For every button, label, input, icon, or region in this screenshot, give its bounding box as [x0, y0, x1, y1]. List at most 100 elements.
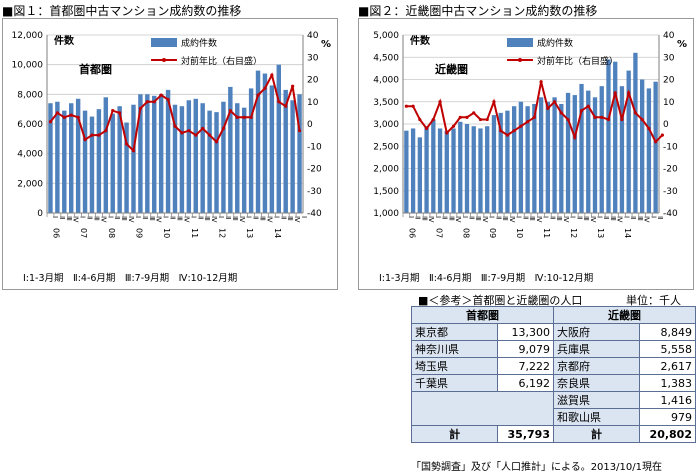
yoy-point [620, 117, 624, 122]
yoy-point [566, 117, 570, 122]
yoy-point [418, 117, 422, 122]
yoy-point [546, 106, 550, 111]
table-total-row: 計 35,793 計 20,802 [410, 425, 696, 443]
bar [586, 90, 591, 213]
quarter-tick-label: Ⅲ [92, 216, 100, 221]
yoy-point [526, 120, 530, 124]
row-right-value: 2,617 [639, 357, 696, 375]
right-tick-label: 0 [307, 120, 313, 130]
quarter-tick-label: Ⅲ [636, 216, 644, 221]
quarter-tick-label: Ⅱ [602, 216, 610, 219]
bar [505, 110, 510, 213]
left-tick-label: 12,000 [12, 31, 44, 41]
bar [69, 103, 74, 213]
yoy-point [69, 113, 73, 117]
header-kinki: 近畿圏 [552, 306, 696, 324]
bar [276, 64, 281, 213]
yoy-point [270, 73, 274, 77]
bar [646, 88, 652, 213]
left-tick-label: 1,000 [373, 209, 399, 219]
header-shutoken: 首都圏 [411, 306, 554, 324]
row-left-value: 13,300 [497, 323, 554, 341]
yoy-point [512, 129, 516, 133]
yoy-point [284, 104, 288, 108]
yoy-point [424, 126, 429, 131]
chart2-title: ■図２：近畿圏中古マンション成約数の推移 [358, 4, 598, 18]
yoy-point [445, 131, 449, 135]
quarter-tick-label: Ⅱ [414, 216, 422, 219]
yoy-point [235, 115, 239, 119]
quarter-tick-label: Ⅲ [120, 216, 128, 221]
table-row: 東京都 13,300 大阪府 8,849 [410, 323, 696, 341]
yoy-point [472, 111, 476, 115]
year-tick-label: 11 [542, 228, 551, 238]
yoy-point [579, 109, 584, 113]
quarter-tick-label: Ⅰ [79, 216, 87, 218]
yoy-point [613, 91, 617, 95]
yoy-point [458, 115, 462, 119]
table-row: 滋賀県 1,416 [411, 391, 696, 426]
quarter-tick-label: Ⅳ [508, 216, 516, 223]
chart1-title: ■図１：首都圏中古マンション成約数の推移 [2, 4, 242, 18]
quarter-tick-label: Ⅰ [461, 216, 469, 218]
right-tick-label: -40 [307, 209, 322, 219]
yoy-point [451, 124, 456, 128]
left-tick-label: 5,000 [373, 31, 399, 41]
bar [599, 86, 604, 213]
row-left-value: 9,079 [497, 340, 554, 358]
row-left-name: 千葉県 [410, 374, 499, 392]
yoy-point [214, 140, 219, 144]
bar [410, 128, 416, 213]
bar [424, 126, 429, 213]
yoy-point [465, 115, 469, 119]
quarter-tick-label: Ⅲ [286, 216, 294, 221]
year-tick-label: 13 [245, 228, 254, 238]
table-title: ■＜参考＞首都圏と近畿圏の人口 [418, 294, 583, 307]
quarter-tick-label: Ⅱ [521, 216, 529, 219]
table-header-row: 首都圏 近畿圏 [411, 306, 696, 324]
right-axis-label: % [677, 39, 687, 50]
legend-line-marker [518, 58, 522, 62]
bar [207, 110, 212, 213]
right-tick-label: 30 [663, 53, 675, 63]
yoy-point [166, 97, 170, 102]
bar [214, 112, 219, 213]
bar [96, 109, 102, 213]
yoy-point [90, 133, 94, 137]
quarter-tick-label: Ⅰ [542, 216, 550, 218]
quarter-tick-label: Ⅱ [494, 216, 502, 219]
yoy-point [138, 106, 143, 111]
left-tick-label: 3,000 [373, 120, 399, 130]
yoy-point [404, 104, 408, 108]
yoy-point [660, 133, 664, 137]
row-right-name: 大阪府 [552, 323, 641, 341]
bar [241, 107, 247, 213]
row-right-value: 8,849 [639, 323, 696, 341]
quarter-tick-label: Ⅲ [420, 216, 428, 221]
yoy-point [606, 117, 611, 122]
year-tick-label: 07 [79, 228, 88, 238]
yoy-point [499, 129, 503, 133]
quarter-tick-label: Ⅱ [656, 216, 664, 219]
quarter-tick-label: Ⅳ [589, 216, 597, 223]
bar [290, 100, 295, 213]
left-tick-label: 4,000 [17, 150, 43, 160]
quarter-tick-label: Ⅳ [210, 216, 218, 223]
bar [138, 94, 143, 213]
bar [55, 101, 60, 213]
table-row: 埼玉県 7,222 京都府 2,617 [410, 357, 696, 375]
right-tick-label: -30 [307, 187, 322, 197]
yoy-point [586, 104, 590, 108]
right-tick-label: 40 [663, 31, 675, 41]
quarter-tick-label: Ⅱ [141, 216, 149, 219]
bar [640, 79, 645, 213]
yoy-point [654, 140, 658, 144]
yoy-point [173, 124, 177, 128]
quarter-tick-label: Ⅲ [231, 216, 239, 221]
quarter-tick-label: Ⅲ [203, 216, 211, 221]
right-tick-label: 40 [307, 31, 319, 41]
quarter-tick-label: Ⅰ [300, 216, 308, 218]
right-tick-label: -10 [663, 142, 678, 152]
yoy-point [519, 124, 523, 128]
quarter-tick-label: Ⅰ [134, 216, 142, 218]
